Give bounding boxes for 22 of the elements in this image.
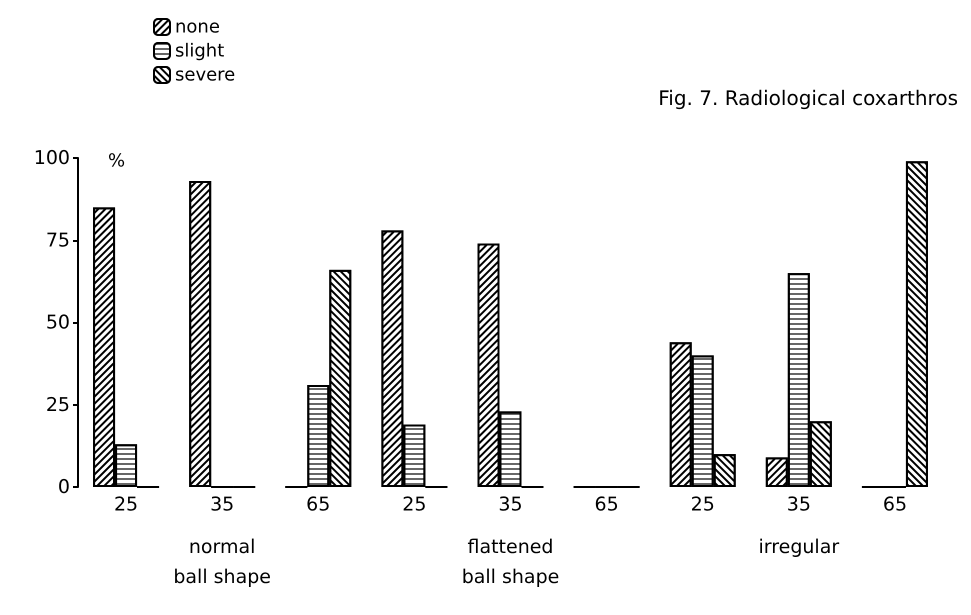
legend-label: severe xyxy=(175,64,236,86)
y-tick-label: 75 xyxy=(46,229,70,252)
x-tick-label: 25 xyxy=(402,494,426,516)
text: flattened ball shape xyxy=(462,536,560,588)
legend-label: slight xyxy=(175,40,224,62)
y-tick-label: 100 xyxy=(34,147,70,169)
text: normal ball shape xyxy=(173,536,271,588)
x-tick-label: 65 xyxy=(594,494,619,516)
x-tick-label: 25 xyxy=(690,494,715,516)
x-tick-label: 65 xyxy=(882,494,908,516)
y-axis-title: % xyxy=(108,150,126,172)
x-tick-label: 35 xyxy=(210,494,234,516)
x-tick-label: 35 xyxy=(498,494,523,516)
y-tick-label: 25 xyxy=(46,394,70,416)
text: irregular xyxy=(758,536,840,558)
legend-label: none xyxy=(175,16,220,38)
y-tick-label: 50 xyxy=(46,312,70,334)
x-tick-label: 65 xyxy=(306,494,330,516)
chart-title: Fig. 7. Radiological coxarthros xyxy=(658,86,958,110)
x-tick-label: 35 xyxy=(786,494,811,516)
y-tick-label: 0 xyxy=(58,476,70,498)
x-tick-label: 25 xyxy=(114,494,138,516)
